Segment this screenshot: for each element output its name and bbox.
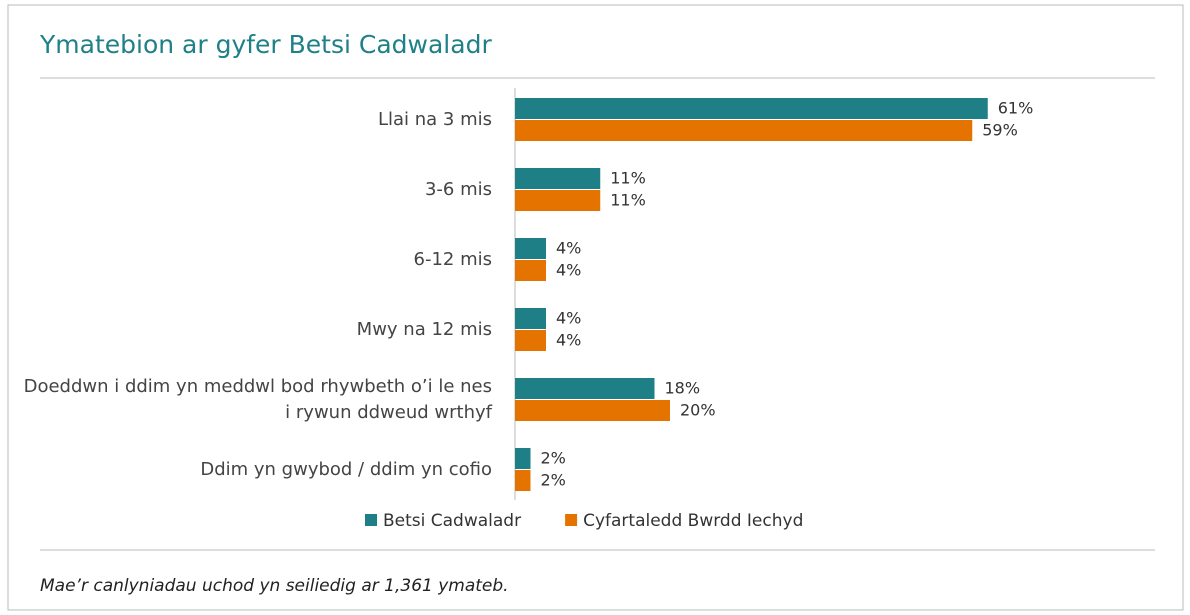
bar xyxy=(515,308,546,329)
category-label: Mwy na 12 mis xyxy=(356,319,492,340)
footnote: Mae’r canlyniadau uchod yn seiliedig ar … xyxy=(40,576,509,596)
bar xyxy=(515,378,655,399)
value-label: 4% xyxy=(556,309,581,328)
value-label: 20% xyxy=(680,401,716,420)
bar xyxy=(515,260,546,281)
value-label: 11% xyxy=(610,169,646,188)
bar xyxy=(515,238,546,259)
value-label: 4% xyxy=(556,261,581,280)
category-label: Doeddwn i ddim yn meddwl bod rhywbeth o’… xyxy=(23,376,492,423)
value-label: 59% xyxy=(982,121,1018,140)
value-label: 11% xyxy=(610,191,646,210)
chart-title: Ymatebion ar gyfer Betsi Cadwaladr xyxy=(39,30,492,59)
category-label: Ddim yn gwybod / ddim yn cofio xyxy=(200,459,492,480)
bar xyxy=(515,330,546,351)
bar xyxy=(515,98,988,119)
legend-label: Betsi Cadwaladr xyxy=(383,511,521,531)
legend-swatch xyxy=(365,514,377,526)
category-label: 3-6 mis xyxy=(424,179,492,200)
value-label: 4% xyxy=(556,239,581,258)
value-label: 18% xyxy=(665,379,701,398)
bar xyxy=(515,400,670,421)
bar xyxy=(515,190,601,211)
value-label: 4% xyxy=(556,331,581,350)
bar xyxy=(515,470,531,491)
bar xyxy=(515,448,531,469)
bar xyxy=(515,168,601,189)
legend-swatch xyxy=(565,514,578,526)
value-label: 61% xyxy=(998,99,1034,118)
value-label: 2% xyxy=(541,471,566,490)
value-label: 2% xyxy=(541,449,566,468)
legend-label: Cyfartaledd Bwrdd Iechyd xyxy=(583,511,803,531)
bar xyxy=(515,120,973,141)
category-label: 6-12 mis xyxy=(413,249,493,270)
category-label: Llai na 3 mis xyxy=(377,109,492,130)
